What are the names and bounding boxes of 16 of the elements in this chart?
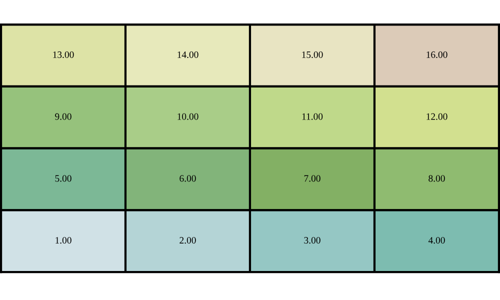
data-label: 9.00 bbox=[55, 113, 72, 120]
data-label: 15.00 bbox=[302, 51, 323, 58]
data-label: 6.00 bbox=[180, 175, 196, 182]
data-label: 12.00 bbox=[426, 113, 448, 120]
data-label: 2.00 bbox=[180, 237, 196, 244]
data-label: 16.00 bbox=[426, 51, 448, 58]
data-label: 13.00 bbox=[53, 51, 74, 58]
data-label: 8.00 bbox=[428, 175, 445, 182]
data-label: 5.00 bbox=[55, 175, 72, 182]
data-label: 4.00 bbox=[428, 237, 445, 244]
data-label: 11.00 bbox=[302, 113, 323, 120]
data-label: 7.00 bbox=[304, 175, 320, 182]
data-label: 10.00 bbox=[178, 113, 198, 120]
data-label: 14.00 bbox=[178, 51, 198, 58]
data-label: 1.00 bbox=[56, 237, 72, 244]
data-label: 3.00 bbox=[304, 237, 320, 244]
